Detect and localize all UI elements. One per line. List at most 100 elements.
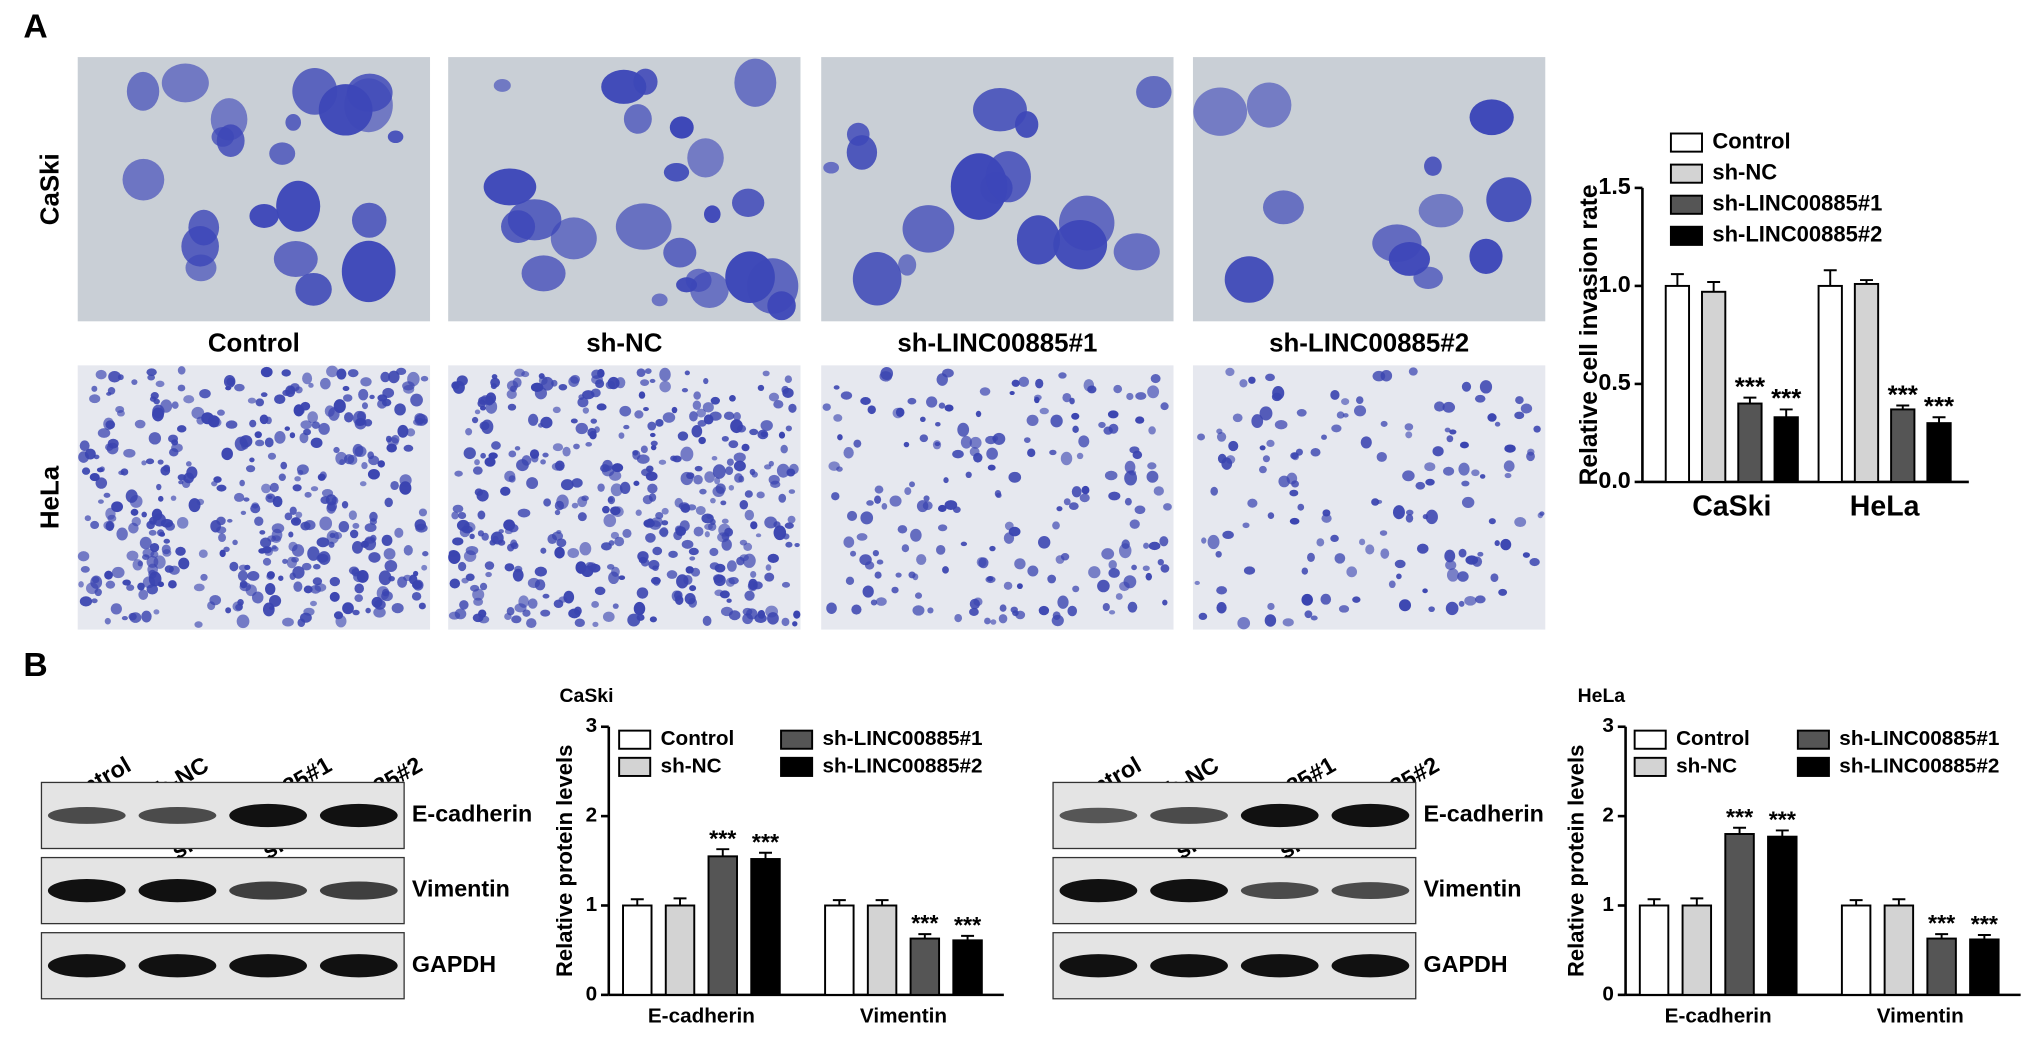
cell — [274, 430, 286, 444]
cell — [259, 530, 266, 535]
cell — [251, 591, 264, 604]
cell — [636, 587, 649, 599]
cell — [1486, 177, 1532, 223]
cell — [1307, 552, 1315, 562]
cell — [1380, 420, 1388, 427]
cell — [1135, 392, 1147, 400]
cell — [1291, 480, 1299, 488]
cell — [1069, 397, 1075, 405]
cell — [1047, 574, 1057, 584]
cell — [459, 600, 469, 610]
cell — [1124, 460, 1136, 474]
cell — [749, 428, 759, 436]
cell — [193, 583, 205, 592]
significance-label: *** — [1928, 910, 1956, 936]
bar — [824, 904, 855, 996]
cell — [1515, 396, 1524, 405]
cell — [358, 388, 369, 401]
row-label: CaSki — [37, 153, 65, 225]
cell — [1108, 610, 1116, 615]
row-label: HeLa — [37, 465, 65, 529]
cell — [1265, 373, 1275, 382]
cell — [292, 566, 305, 579]
cell — [280, 461, 288, 470]
cell — [662, 412, 676, 423]
cell — [352, 522, 360, 529]
cell — [262, 369, 271, 377]
cell — [851, 604, 862, 615]
bar — [1853, 282, 1880, 483]
cell — [177, 384, 186, 392]
cell — [677, 431, 689, 441]
cell — [540, 459, 546, 465]
cell — [881, 502, 888, 510]
cell — [645, 533, 656, 543]
cell — [568, 608, 581, 619]
cell — [736, 556, 745, 566]
cell — [1424, 156, 1442, 176]
cell — [1215, 550, 1222, 558]
cell — [1018, 376, 1030, 388]
cell — [527, 598, 538, 609]
cell — [134, 419, 146, 429]
cell — [540, 547, 547, 554]
cell — [282, 389, 291, 396]
cell — [1396, 573, 1402, 580]
cell — [623, 424, 630, 430]
cell — [636, 614, 645, 621]
bar — [952, 939, 983, 996]
cell — [986, 576, 994, 582]
cell — [762, 370, 770, 377]
cell — [352, 410, 366, 427]
cell — [225, 607, 232, 614]
column-label: sh-NC — [586, 329, 662, 357]
cell — [126, 584, 135, 591]
cell — [1003, 581, 1013, 590]
cell — [1081, 485, 1090, 495]
cell — [469, 533, 475, 540]
cell — [912, 573, 919, 581]
cell — [105, 580, 116, 589]
cell — [107, 514, 117, 522]
cell — [237, 570, 248, 582]
bar — [1926, 937, 1957, 996]
cell — [382, 387, 395, 399]
cell — [321, 489, 334, 498]
legend-swatch — [618, 756, 652, 777]
cell — [695, 506, 706, 515]
cell — [1371, 498, 1380, 506]
cell — [207, 601, 216, 611]
cell — [619, 481, 631, 495]
cell — [712, 486, 725, 497]
cell — [680, 446, 694, 462]
cell — [504, 528, 513, 535]
cell — [399, 474, 412, 487]
cell — [764, 572, 775, 582]
cell — [449, 578, 461, 589]
cell — [742, 613, 753, 625]
cell — [712, 464, 726, 479]
cell — [1274, 420, 1288, 430]
cell — [1330, 534, 1339, 543]
cell — [1432, 446, 1444, 457]
cell — [663, 162, 690, 182]
cell — [411, 580, 423, 590]
cell — [344, 412, 354, 423]
cell — [702, 615, 712, 627]
cell — [780, 444, 788, 454]
cell — [1011, 379, 1020, 387]
cell — [1148, 541, 1161, 551]
cell — [310, 486, 319, 492]
legend-label: sh-LINC00885#1 — [823, 727, 983, 750]
cell — [718, 523, 731, 537]
cell — [768, 474, 780, 485]
cell — [352, 443, 364, 457]
cell — [463, 447, 476, 460]
cell — [183, 395, 195, 404]
cell — [234, 436, 248, 451]
cell — [1359, 538, 1366, 546]
cell — [289, 432, 296, 439]
cell — [448, 549, 458, 557]
cell — [540, 609, 551, 617]
cell — [661, 520, 669, 526]
